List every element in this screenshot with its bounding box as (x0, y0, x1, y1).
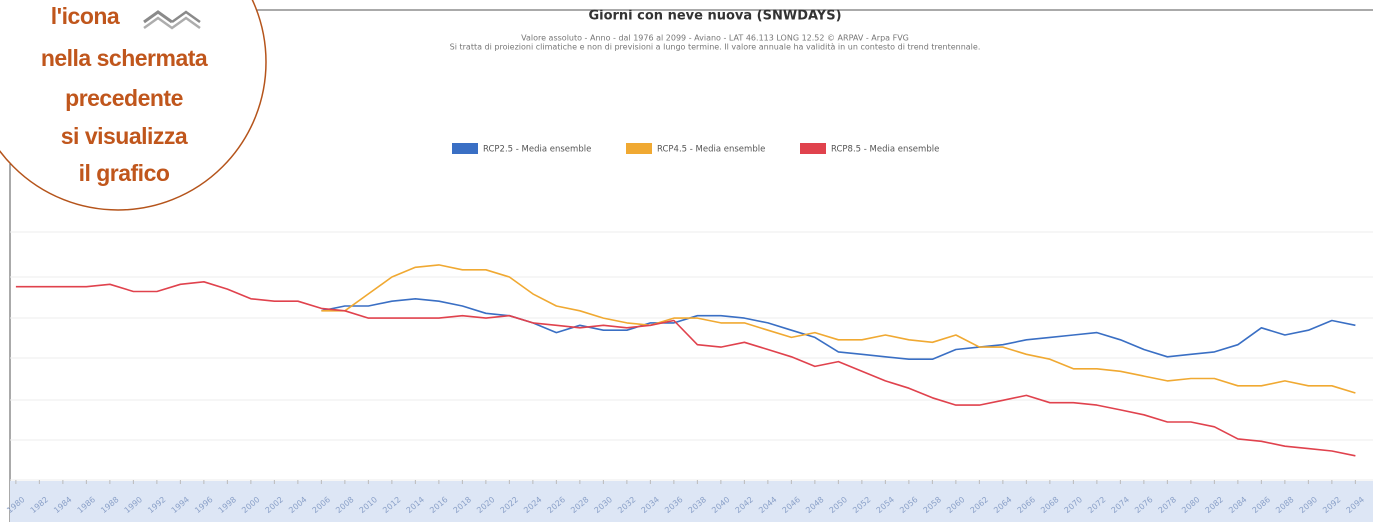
x-axis-band (10, 481, 1373, 522)
legend-label[interactable]: RCP8.5 - Media ensemble (831, 145, 939, 155)
series-line (321, 298, 1356, 360)
callout-icon (143, 10, 201, 30)
callout-line: si visualizza (61, 123, 188, 149)
callout-circle (0, 0, 267, 211)
legend-label[interactable]: RCP4.5 - Media ensemble (657, 145, 765, 155)
chart-subtitle: Valore assoluto - Anno - dal 1976 al 209… (521, 34, 909, 43)
callout-line: nella schermata (41, 45, 208, 71)
legend-label[interactable]: RCP2.5 - Media ensemble (483, 145, 591, 155)
series-line (15, 281, 1356, 457)
chart-title: Giorni con neve nuova (SNWDAYS) (588, 9, 841, 24)
legend-swatch[interactable] (452, 143, 478, 154)
series-line (321, 264, 1356, 394)
legend-swatch[interactable] (626, 143, 652, 154)
callout-line: il grafico (79, 160, 170, 186)
legend-swatch[interactable] (800, 143, 826, 154)
callout-line: l'icona (51, 3, 120, 29)
callout-line: precedente (65, 85, 183, 111)
chart-subtitle: Si tratta di proiezioni climatiche e non… (450, 43, 981, 52)
callout: l'icona nella schermata precedente si vi… (0, 0, 267, 211)
